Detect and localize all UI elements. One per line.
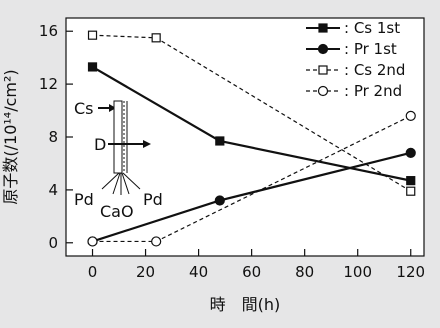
series-2: [87, 30, 416, 196]
inset-d-arrowhead: [143, 140, 151, 148]
x-axis-title: 時 間(h): [210, 295, 281, 314]
axis-ticks: 0 20 40 60 80 100 120 0 4 8 12 16: [39, 22, 425, 281]
y-tick-label: 12: [39, 75, 58, 93]
legend-item: : Pr 1st: [306, 40, 397, 58]
data-point: [87, 62, 98, 72]
data-point: [406, 176, 416, 186]
data-point: [405, 110, 416, 121]
data-point: [151, 33, 161, 43]
legend-marker: [317, 85, 329, 97]
inset-d-label: D: [94, 135, 106, 154]
y-axis-title: 原子数(/10¹⁴/cm²): [1, 69, 20, 204]
legend-label: : Cs 2nd: [344, 61, 405, 79]
data-point: [87, 236, 98, 247]
inset-diagram: Cs D Pd CaO Pd: [74, 99, 163, 221]
x-tick-label: 120: [396, 263, 425, 281]
legend: : Cs 1st : Pr 1st : Cs 2nd : Pr 2nd: [306, 19, 405, 100]
legend-label: : Pr 2nd: [344, 82, 402, 100]
legend-item: : Cs 1st: [306, 19, 400, 37]
legend-marker: [318, 65, 328, 75]
inset-cao-label: CaO: [100, 202, 134, 221]
data-point: [87, 30, 98, 40]
legend-label: : Cs 1st: [344, 19, 400, 37]
inset-pd-left-label: Pd: [74, 190, 94, 209]
legend-marker: [318, 23, 328, 33]
data-point: [214, 195, 225, 206]
inset-leads: [101, 172, 141, 195]
x-tick-label: 0: [88, 263, 98, 281]
y-tick-label: 4: [48, 181, 58, 199]
x-tick-label: 100: [343, 263, 372, 281]
x-tick-label: 40: [189, 263, 208, 281]
inset-sample-slab: [113, 100, 123, 174]
series-group: [87, 30, 416, 247]
data-point: [406, 186, 416, 196]
x-tick-label: 60: [242, 263, 261, 281]
y-tick-label: 16: [39, 22, 58, 40]
series-3: [87, 110, 416, 247]
legend-marker: [317, 43, 329, 55]
inset-pd-right-label: Pd: [143, 190, 163, 209]
legend-item: : Pr 2nd: [306, 82, 402, 100]
y-tick-label: 8: [48, 128, 58, 146]
inset-cs-label: Cs: [74, 99, 94, 118]
data-point: [215, 136, 225, 146]
data-point: [151, 236, 162, 247]
legend-label: : Pr 1st: [344, 40, 397, 58]
plot-area: [66, 18, 424, 256]
data-point: [405, 147, 416, 158]
series-0: [87, 62, 416, 186]
x-tick-label: 20: [136, 263, 155, 281]
inset-cs-arrowhead: [109, 104, 116, 112]
legend-item: : Cs 2nd: [306, 61, 405, 79]
y-tick-label: 0: [48, 234, 58, 252]
x-tick-label: 80: [295, 263, 314, 281]
